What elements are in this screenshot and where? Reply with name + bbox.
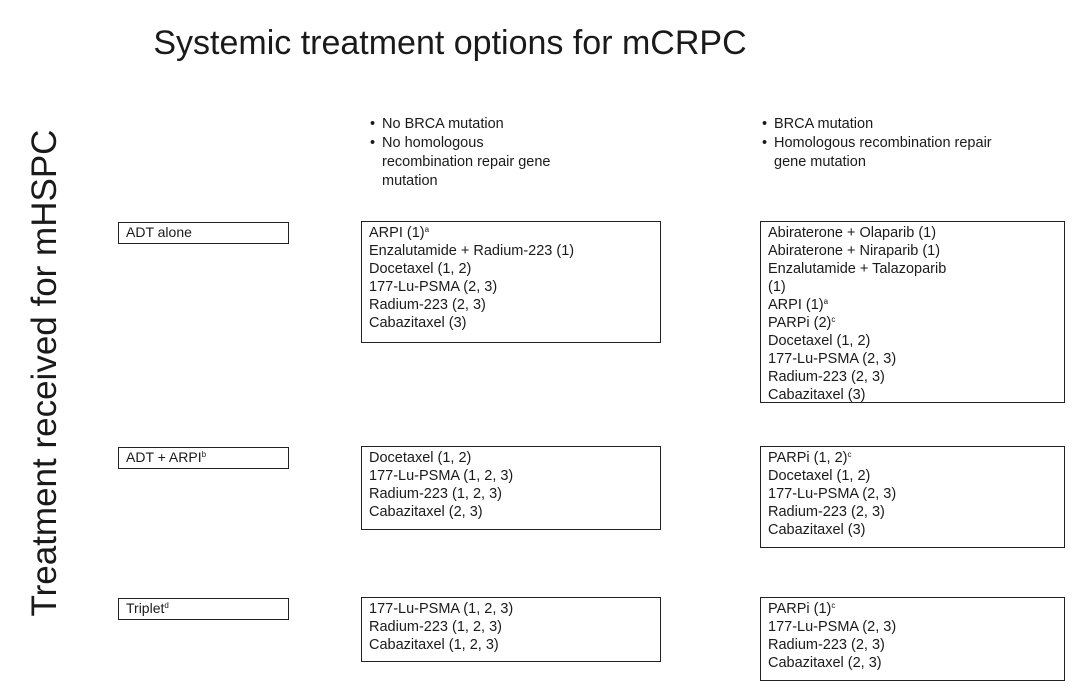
treatment-option: Cabazitaxel (3) [369, 314, 653, 332]
row-label: Triplet [126, 600, 165, 616]
column-header-bullet: BRCA mutation [762, 115, 1002, 134]
treatment-text: Cabazitaxel (2, 3) [369, 504, 483, 520]
footnote-marker: c [847, 450, 852, 459]
treatment-box-no-mutation: ARPI (1)a Enzalutamide + Radium-223 (1) Do… [361, 221, 661, 343]
treatment-option: Cabazitaxel (2, 3) [369, 503, 653, 521]
treatment-option: Docetaxel (1, 2) [369, 260, 653, 278]
treatment-option: Radium-223 (1, 2, 3) [369, 618, 653, 636]
treatment-option: Radium-223 (2, 3) [768, 368, 1057, 386]
column-header-bullet: No BRCA mutation [370, 115, 570, 134]
treatment-option: Radium-223 (2, 3) [768, 636, 1057, 654]
treatment-text: Enzalutamide + Radium-223 (1) [369, 243, 575, 259]
treatment-option: ARPI (1)a [768, 296, 1057, 314]
treatment-text: 177-Lu-PSMA (1, 2, 3) [369, 601, 514, 617]
treatment-option: Abiraterone + Niraparib (1) [768, 242, 1057, 260]
treatment-option: ARPI (1)a [369, 224, 653, 242]
treatment-option: Cabazitaxel (1, 2, 3) [369, 636, 653, 654]
treatment-text: Cabazitaxel (2, 3) [768, 655, 882, 671]
treatment-text: ARPI (1) [768, 297, 824, 313]
row-axis-label: Treatment received for mHSPC [25, 129, 64, 617]
treatment-option: 177-Lu-PSMA (2, 3) [369, 278, 653, 296]
treatment-text: Docetaxel (1, 2) [768, 468, 871, 484]
treatment-text: Radium-223 (1, 2, 3) [369, 486, 502, 502]
treatment-option: Cabazitaxel (3) [768, 521, 1057, 539]
treatment-option: Radium-223 (2, 3) [369, 296, 653, 314]
treatment-option: PARPi (2)c [768, 314, 1057, 332]
column-header-no-mutation: No BRCA mutation No homologous recombina… [370, 115, 570, 191]
row-label: ADT + ARPI [126, 449, 202, 465]
treatment-text: 177-Lu-PSMA (2, 3) [768, 486, 897, 502]
treatment-text: Radium-223 (1, 2, 3) [369, 619, 502, 635]
treatment-option: Abiraterone + Olaparib (1) [768, 224, 1057, 242]
treatment-option: Docetaxel (1, 2) [369, 449, 653, 467]
column-header-mutation: BRCA mutation Homologous recombination r… [762, 115, 1002, 172]
treatment-text: PARPi (1) [768, 601, 832, 617]
treatment-option: 177-Lu-PSMA (1, 2, 3) [369, 467, 653, 485]
treatment-option: 177-Lu-PSMA (1, 2, 3) [369, 600, 653, 618]
treatment-option: (1) [768, 278, 1057, 296]
treatment-option: Docetaxel (1, 2) [768, 467, 1057, 485]
row-label: ADT alone [126, 224, 192, 240]
treatment-text: Abiraterone + Niraparib (1) [768, 243, 941, 259]
footnote-marker: b [201, 450, 207, 459]
treatment-option: Radium-223 (2, 3) [768, 503, 1057, 521]
treatment-option: Cabazitaxel (3) [768, 386, 1057, 404]
treatment-option: Docetaxel (1, 2) [768, 332, 1057, 350]
treatment-text: Docetaxel (1, 2) [369, 450, 472, 466]
treatment-text: 177-Lu-PSMA (2, 3) [768, 619, 897, 635]
footnote-marker: a [424, 225, 430, 234]
treatment-text: Cabazitaxel (3) [768, 387, 866, 403]
treatment-option: PARPi (1, 2)c [768, 449, 1057, 467]
treatment-text: Radium-223 (2, 3) [768, 369, 885, 385]
treatment-box-mutation: Abiraterone + Olaparib (1) Abiraterone + … [760, 221, 1065, 403]
treatment-text: Docetaxel (1, 2) [768, 333, 871, 349]
treatment-option: PARPi (1)c [768, 600, 1057, 618]
treatment-option: Cabazitaxel (2, 3) [768, 654, 1057, 672]
footnote-marker: c [831, 315, 836, 324]
treatment-text: 177-Lu-PSMA (2, 3) [369, 279, 498, 295]
treatment-option: 177-Lu-PSMA (2, 3) [768, 618, 1057, 636]
treatment-box-mutation: PARPi (1, 2)c Docetaxel (1, 2) 177-Lu-PSMA… [760, 446, 1065, 548]
treatment-text: (1) [768, 279, 786, 295]
treatment-text: Radium-223 (2, 3) [768, 504, 885, 520]
treatment-option: 177-Lu-PSMA (2, 3) [768, 485, 1057, 503]
treatment-option: Enzalutamide + Talazoparib [768, 260, 1057, 278]
treatment-text: 177-Lu-PSMA (2, 3) [768, 351, 897, 367]
treatment-text: Cabazitaxel (3) [768, 522, 866, 538]
treatment-text: Docetaxel (1, 2) [369, 261, 472, 277]
treatment-box-no-mutation: Docetaxel (1, 2) 177-Lu-PSMA (1, 2, 3) Rad… [361, 446, 661, 530]
treatment-text: Cabazitaxel (3) [369, 315, 467, 331]
treatment-option: Enzalutamide + Radium-223 (1) [369, 242, 653, 260]
column-header-bullet: No homologous recombination repair gene … [370, 134, 570, 191]
column-header-bullet: Homologous recombination repair gene mut… [762, 134, 1002, 172]
treatment-option: Radium-223 (1, 2, 3) [369, 485, 653, 503]
row-label-box: Tripletd [118, 598, 289, 620]
row-label-box: ADT alone [118, 222, 289, 244]
footnote-marker: d [164, 601, 169, 610]
treatment-box-mutation: PARPi (1)c 177-Lu-PSMA (2, 3) Radium-223 (… [760, 597, 1065, 681]
treatment-text: PARPi (2) [768, 315, 832, 331]
treatment-box-no-mutation: 177-Lu-PSMA (1, 2, 3) Radium-223 (1, 2, 3… [361, 597, 661, 662]
treatment-text: 177-Lu-PSMA (1, 2, 3) [369, 468, 514, 484]
treatment-option: 177-Lu-PSMA (2, 3) [768, 350, 1057, 368]
treatment-text: PARPi (1, 2) [768, 450, 848, 466]
treatment-text: Radium-223 (2, 3) [768, 637, 885, 653]
footnote-marker: a [823, 297, 829, 306]
treatment-text: ARPI (1) [369, 225, 425, 241]
treatment-text: Abiraterone + Olaparib (1) [768, 225, 937, 241]
row-label-box: ADT + ARPIb [118, 447, 289, 469]
footnote-marker: c [831, 601, 836, 610]
treatment-text: Radium-223 (2, 3) [369, 297, 486, 313]
treatment-text: Cabazitaxel (1, 2, 3) [369, 637, 499, 653]
treatment-text: Enzalutamide + Talazoparib [768, 261, 947, 277]
diagram-title: Systemic treatment options for mCRPC [153, 24, 747, 62]
